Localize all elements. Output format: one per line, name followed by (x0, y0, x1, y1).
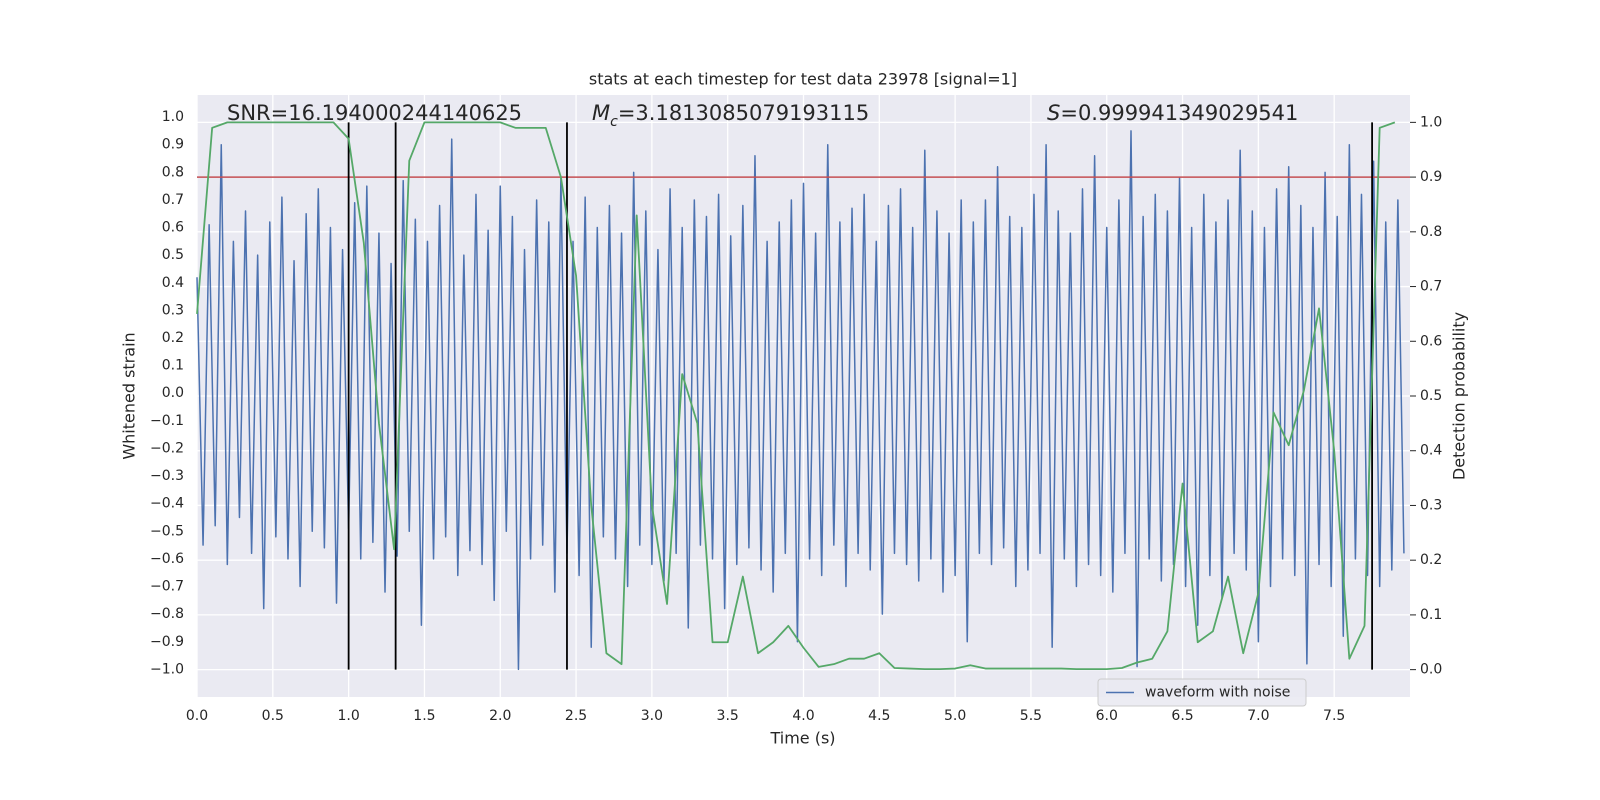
chart-title: stats at each timestep for test data 239… (589, 70, 1017, 89)
y-tick-label: 0.0 (162, 385, 184, 401)
y-tick-label: −0.8 (150, 606, 184, 622)
y-tick-label: 0.6 (162, 220, 184, 236)
y-tick-label: −0.3 (150, 468, 184, 484)
x-tick-label: 4.0 (792, 708, 814, 724)
x-tick-label: 2.0 (489, 708, 511, 724)
series-line (196, 121, 1396, 670)
x-tick-label: 0.5 (262, 708, 284, 724)
y2-tick-label: 1.0 (1420, 114, 1442, 130)
y2-axis-label: Detection probability (1450, 312, 1469, 480)
y-tick-label: −0.2 (150, 440, 184, 456)
y-tick-label: −0.5 (150, 523, 184, 539)
annotation-symbol: M (592, 101, 610, 125)
x-tick-label: 1.5 (413, 708, 435, 724)
x-tick-label: 7.0 (1247, 708, 1269, 724)
annotation: Mc=3.1813085079193115 (592, 101, 869, 130)
annotation: SNR=16.194000244140625 (227, 101, 522, 125)
y2-tick-label: 0.0 (1420, 662, 1442, 678)
y2-tick-label: 0.8 (1420, 224, 1442, 240)
y2-tick-label: 0.4 (1420, 443, 1442, 459)
annotation-subscript: c (610, 114, 618, 130)
legend-box (1097, 678, 1307, 707)
x-tick-label: 7.5 (1323, 708, 1345, 724)
y-tick-label: 0.7 (162, 192, 184, 208)
y-tick-label: −0.9 (150, 634, 184, 650)
marks (196, 121, 1410, 671)
annotation-value: =3.1813085079193115 (618, 101, 869, 125)
y-tick-label: 0.3 (162, 302, 184, 318)
y2-tick-label: 0.1 (1420, 607, 1442, 623)
y-tick-label: −0.6 (150, 551, 184, 567)
y2-tick-label: 0.6 (1420, 333, 1442, 349)
x-tick-label: 2.5 (565, 708, 587, 724)
x-tick-label: 0.0 (186, 708, 208, 724)
x-tick-label: 5.0 (944, 708, 966, 724)
y-tick-label: 0.2 (162, 330, 184, 346)
x-tick-label: 3.5 (717, 708, 739, 724)
y-tick-label: −1.0 (150, 661, 184, 677)
y-tick-label: −0.7 (150, 579, 184, 595)
y-tick-label: 0.5 (162, 247, 184, 263)
y-tick-label: −0.4 (150, 496, 184, 512)
y2-tick-label: 0.3 (1420, 497, 1442, 513)
x-tick-label: 1.0 (337, 708, 359, 724)
x-axis-label: Time (s) (769, 729, 835, 748)
x-tick-label: 6.5 (1171, 708, 1193, 724)
annotation-symbol: S (1047, 101, 1060, 125)
y-axis-label: Whitened strain (120, 332, 139, 459)
x-tick-label: 3.0 (641, 708, 663, 724)
y-tick-label: 0.1 (162, 358, 184, 374)
y2-tick-label: 0.7 (1420, 279, 1442, 295)
y-tick-label: 0.9 (162, 137, 184, 153)
y2-tick-label: 0.5 (1420, 388, 1442, 404)
legend-label: waveform with noise (1145, 685, 1290, 701)
y2-tick-label: 0.2 (1420, 552, 1442, 568)
annotation-value: =0.999941349029541 (1060, 101, 1298, 125)
y-tick-label: −0.1 (150, 413, 184, 429)
y-tick-label: 1.0 (162, 109, 184, 125)
x-tick-label: 6.0 (1096, 708, 1118, 724)
annotation: S=0.999941349029541 (1047, 101, 1298, 125)
x-tick-label: 4.5 (868, 708, 890, 724)
series-line (196, 130, 1405, 671)
y2-tick-label: 0.9 (1420, 169, 1442, 185)
y-tick-label: 0.4 (162, 275, 184, 291)
y-tick-label: 0.8 (162, 164, 184, 180)
x-tick-label: 5.5 (1020, 708, 1042, 724)
